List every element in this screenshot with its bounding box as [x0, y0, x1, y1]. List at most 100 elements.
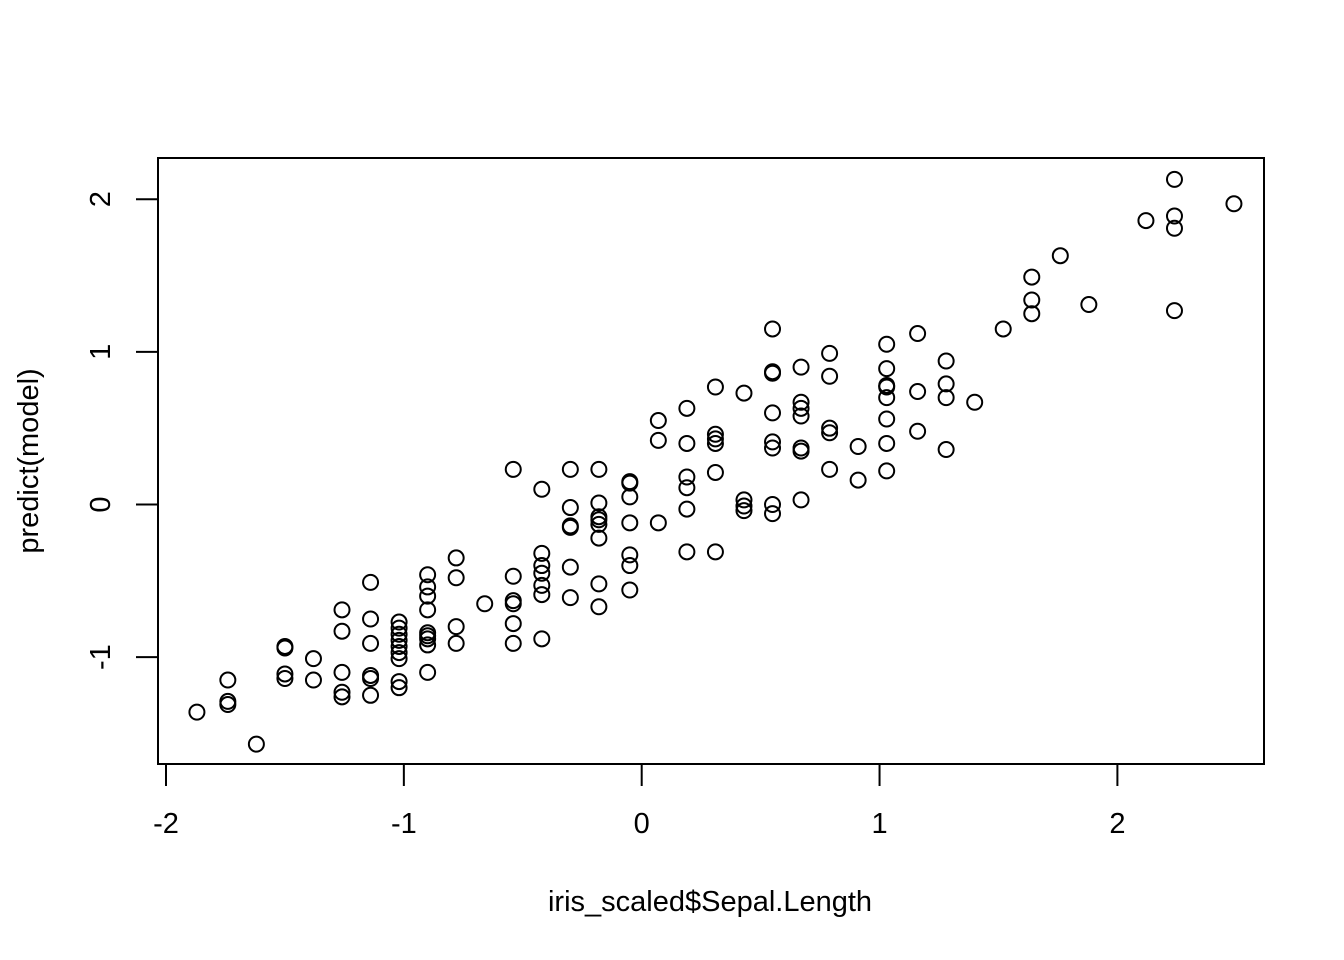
data-point: [1137, 212, 1155, 230]
data-point: [276, 665, 294, 683]
data-point: [504, 595, 522, 613]
data-point: [706, 463, 724, 481]
data-point: [1051, 247, 1069, 265]
data-point: [276, 670, 294, 688]
data-point: [533, 586, 551, 604]
data-point: [621, 488, 639, 506]
data-point: [390, 631, 408, 649]
plot-frame: [157, 157, 1265, 765]
data-point: [590, 575, 608, 593]
data-point: [333, 683, 351, 701]
data-point: [994, 320, 1012, 338]
data-point: [878, 378, 896, 396]
data-point: [909, 422, 927, 440]
data-point: [1165, 302, 1183, 320]
data-point: [792, 399, 810, 417]
data-point: [764, 320, 782, 338]
data-point: [764, 433, 782, 451]
data-point: [219, 695, 237, 713]
data-point: [362, 686, 380, 704]
data-point: [447, 634, 465, 652]
data-point: [362, 670, 380, 688]
data-point: [504, 615, 522, 633]
data-point: [821, 367, 839, 385]
data-point: [362, 610, 380, 628]
data-point: [362, 573, 380, 591]
data-point: [735, 502, 753, 520]
data-point: [792, 442, 810, 460]
data-point: [792, 393, 810, 411]
data-point: [909, 325, 927, 343]
data-point: [533, 544, 551, 562]
x-tick-label: -2: [153, 808, 179, 840]
data-point: [590, 460, 608, 478]
data-point: [878, 434, 896, 452]
data-point: [1023, 268, 1041, 286]
data-point: [821, 344, 839, 362]
data-point: [649, 412, 667, 430]
data-point: [390, 613, 408, 631]
data-point: [735, 491, 753, 509]
data-point: [649, 431, 667, 449]
data-point: [649, 514, 667, 532]
data-points: [188, 170, 1243, 753]
data-point: [419, 663, 437, 681]
data-point: [621, 474, 639, 492]
data-point: [561, 499, 579, 517]
data-point: [678, 500, 696, 518]
data-point: [561, 460, 579, 478]
data-point: [821, 460, 839, 478]
data-point: [590, 494, 608, 512]
data-point: [419, 566, 437, 584]
data-point: [533, 630, 551, 648]
data-point: [390, 644, 408, 662]
data-point: [333, 601, 351, 619]
data-point: [561, 589, 579, 607]
data-point: [590, 515, 608, 533]
data-point: [590, 529, 608, 547]
data-point: [764, 404, 782, 422]
data-point: [1023, 305, 1041, 323]
data-point: [678, 479, 696, 497]
data-point: [735, 497, 753, 515]
data-point: [706, 378, 724, 396]
data-point: [1165, 219, 1183, 237]
y-ticks: -1 0 1 2: [85, 191, 158, 670]
data-point: [419, 636, 437, 654]
data-point: [937, 441, 955, 459]
data-point: [621, 557, 639, 575]
data-point: [447, 569, 465, 587]
data-point: [706, 543, 724, 561]
data-point: [937, 375, 955, 393]
data-point: [533, 557, 551, 575]
data-point: [390, 637, 408, 655]
data-point: [333, 663, 351, 681]
data-point: [792, 358, 810, 376]
data-point: [706, 434, 724, 452]
data-point: [878, 360, 896, 378]
data-point: [188, 703, 206, 721]
data-point: [561, 518, 579, 536]
x-tick-label: -1: [391, 808, 417, 840]
data-point: [419, 601, 437, 619]
data-point: [333, 622, 351, 640]
data-point: [678, 434, 696, 452]
data-point: [333, 688, 351, 706]
data-point: [1165, 207, 1183, 225]
y-tick-label: 2: [85, 191, 117, 207]
data-point: [878, 410, 896, 428]
data-point: [849, 471, 867, 489]
data-point: [447, 618, 465, 636]
data-point: [678, 543, 696, 561]
data-point: [561, 558, 579, 576]
y-tick-label: 0: [85, 496, 117, 512]
data-point: [362, 634, 380, 652]
data-point: [1023, 291, 1041, 309]
data-point: [419, 578, 437, 596]
data-point: [504, 460, 522, 478]
data-point: [706, 430, 724, 448]
data-point: [966, 393, 984, 411]
data-point: [621, 581, 639, 599]
data-point: [764, 364, 782, 382]
data-point: [390, 679, 408, 697]
